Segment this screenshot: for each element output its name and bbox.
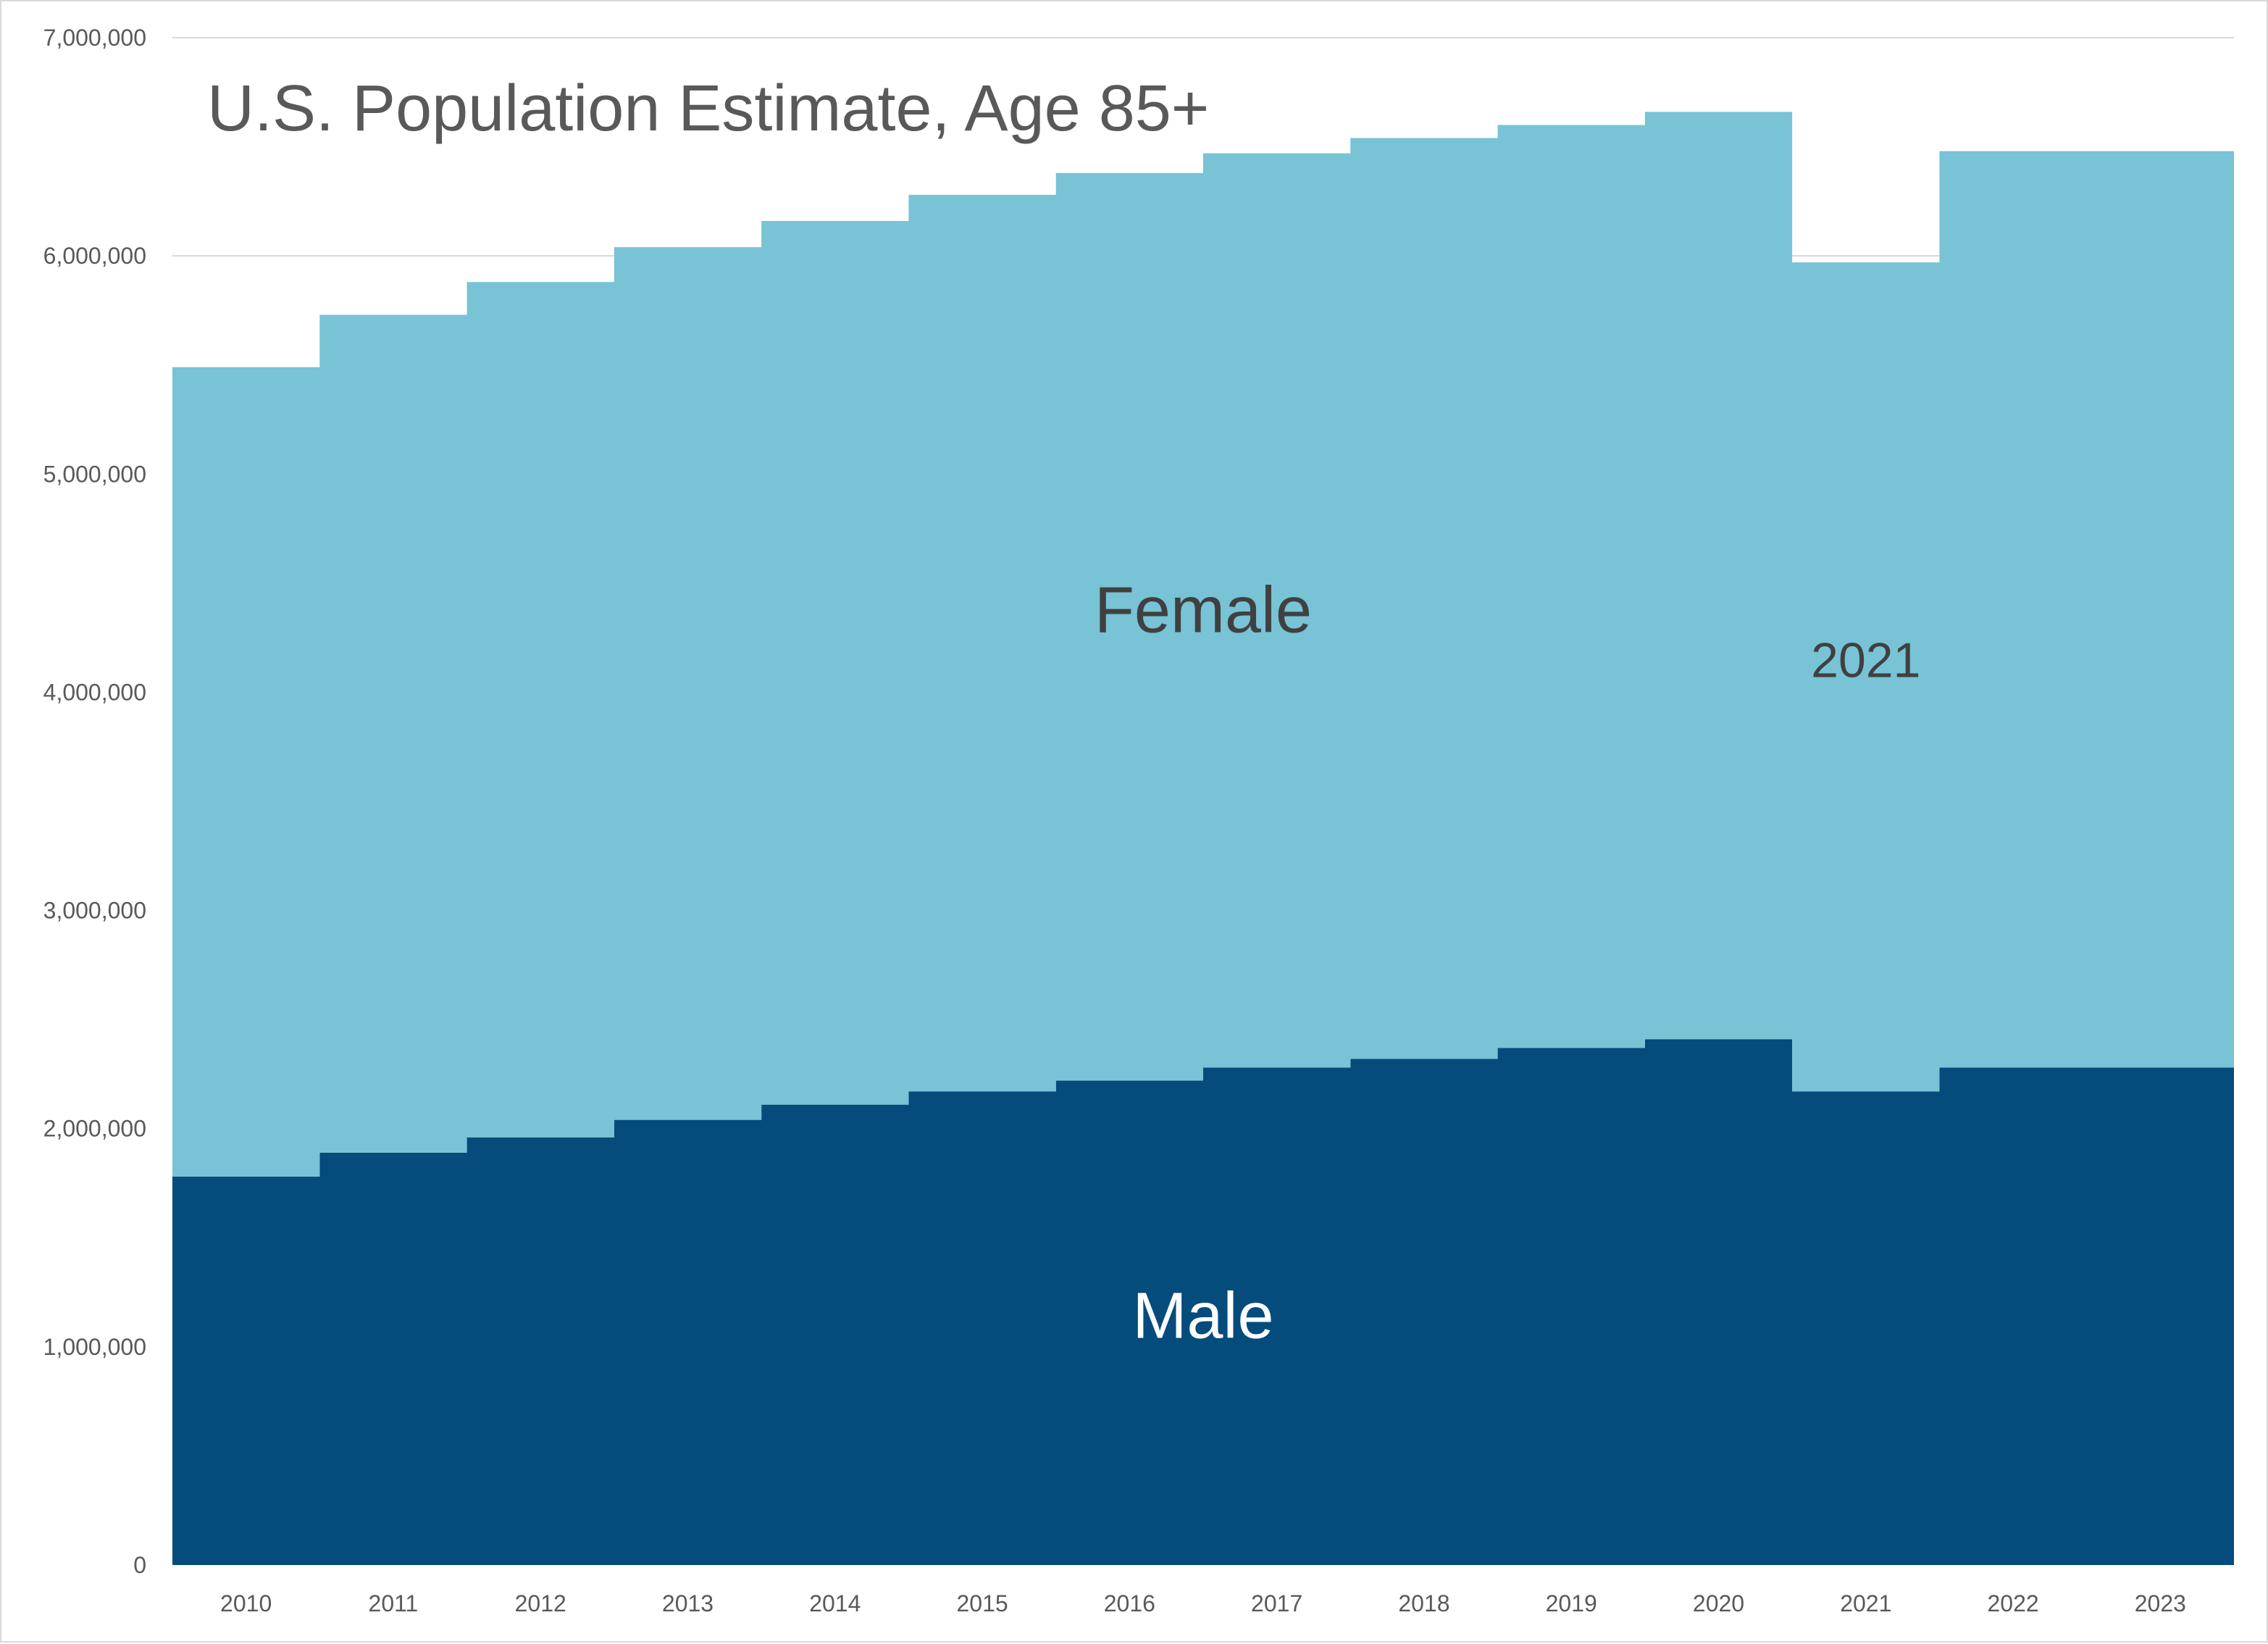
series-label-male: Male	[1132, 1280, 1273, 1353]
area-series	[172, 112, 2234, 1565]
y-tick-label: 1,000,000	[43, 1334, 146, 1360]
x-tick-label: 2010	[220, 1590, 272, 1616]
x-tick-label: 2023	[2135, 1590, 2186, 1616]
x-tick-label: 2021	[1840, 1590, 1891, 1616]
x-tick-label: 2022	[1987, 1590, 2038, 1616]
y-tick-label: 7,000,000	[43, 25, 146, 51]
series-labels: Male Female	[1095, 575, 1312, 1353]
y-tick-label: 0	[133, 1552, 146, 1578]
x-tick-label: 2016	[1104, 1590, 1155, 1616]
y-tick-label: 5,000,000	[43, 461, 146, 487]
series-label-female: Female	[1095, 575, 1312, 647]
series-area-male	[172, 1039, 2234, 1565]
x-tick-label: 2017	[1251, 1590, 1302, 1616]
x-tick-label: 2013	[662, 1590, 714, 1616]
x-tick-label: 2014	[809, 1590, 861, 1616]
x-tick-label: 2015	[956, 1590, 1008, 1616]
chart-title: U.S. Population Estimate, Age 85+	[207, 72, 1209, 145]
x-tick-label: 2020	[1693, 1590, 1744, 1616]
x-tick-label: 2019	[1546, 1590, 1597, 1616]
annotations: 2021	[1811, 633, 1920, 688]
y-tick-label: 2,000,000	[43, 1116, 146, 1142]
y-tick-label: 3,000,000	[43, 898, 146, 924]
x-tick-label: 2018	[1398, 1590, 1449, 1616]
y-axis-tick-labels: 0 1,000,000 2,000,000 3,000,000 4,000,000 5,0…	[43, 25, 146, 1578]
y-tick-label: 6,000,000	[43, 243, 146, 269]
y-tick-label: 4,000,000	[43, 679, 146, 705]
x-tick-label: 2012	[515, 1590, 566, 1616]
x-tick-label: 2011	[369, 1590, 419, 1616]
annotation-label: 2021	[1811, 633, 1920, 688]
series-area-female	[172, 112, 2234, 1177]
x-axis-tick-labels: 2010 2011 2012 2013 2014 2015 2016 2017 2018 2019…	[220, 1590, 2186, 1616]
